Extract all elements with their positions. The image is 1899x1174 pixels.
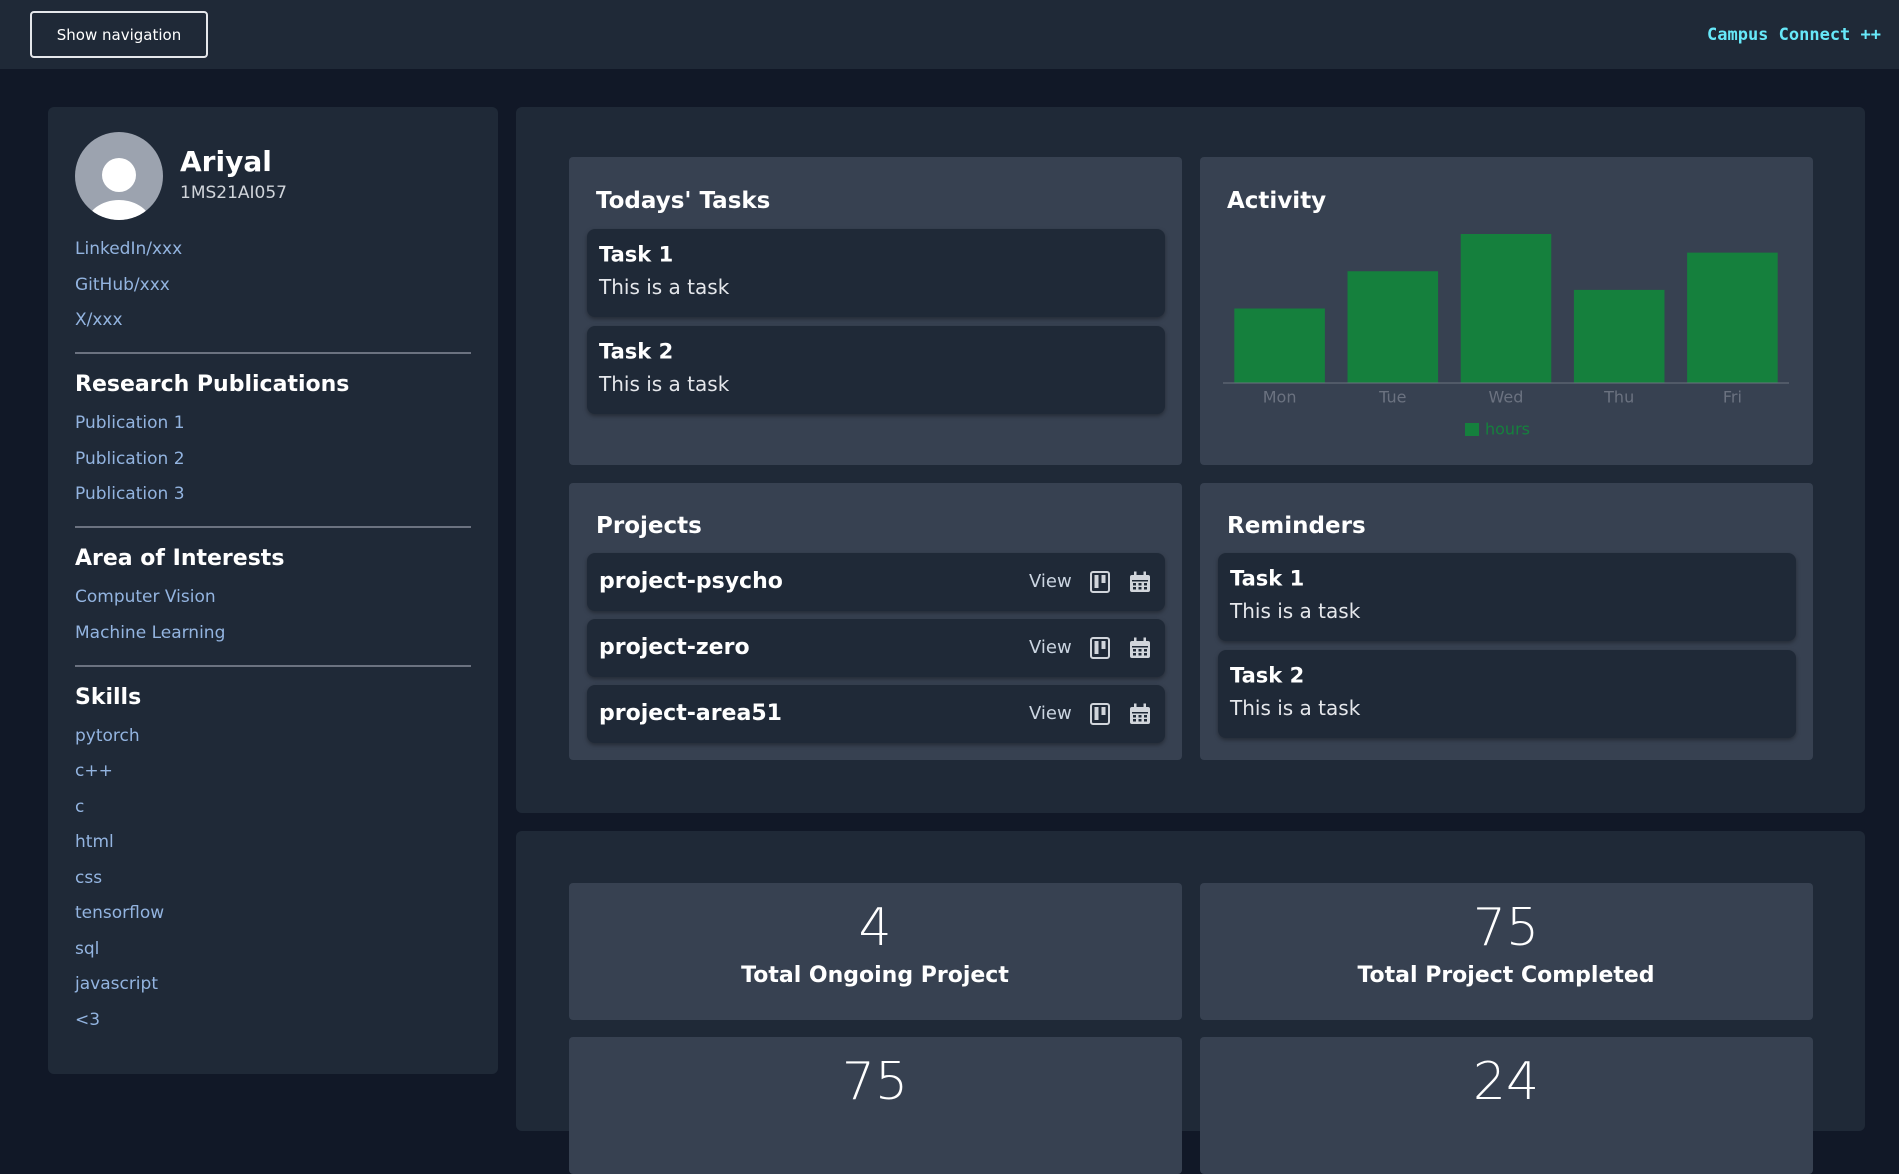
calendar-icon[interactable] (1129, 637, 1151, 659)
stat-value: 4 (858, 897, 892, 958)
stat-value: 75 (1472, 897, 1540, 958)
task-text: This is a task (599, 372, 730, 396)
divider (75, 526, 471, 528)
card-title: Todays' Tasks (596, 188, 771, 215)
task-item[interactable] (1218, 553, 1796, 641)
section-item[interactable]: css (75, 867, 103, 888)
section-item[interactable]: c (75, 796, 85, 817)
profile-name: Ariyal (180, 145, 272, 179)
project-name: project-psycho (599, 568, 783, 594)
section-title: Research Publications (75, 371, 350, 397)
stat-value: 24 (1472, 1051, 1540, 1112)
kanban-icon[interactable] (1090, 703, 1110, 725)
divider (75, 664, 471, 667)
stat-card (569, 883, 1182, 1020)
brand[interactable]: Campus Connect ++ (1707, 24, 1881, 45)
task-text: This is a task (1230, 599, 1361, 623)
show-navigation-button[interactable]: Show navigation (30, 11, 208, 58)
top-bar (0, 0, 1899, 69)
section-item[interactable]: c++ (75, 760, 113, 781)
section-title: Area of Interests (75, 545, 285, 571)
task-item[interactable] (587, 326, 1165, 414)
task-title: Task 2 (599, 339, 674, 364)
project-row (587, 619, 1165, 677)
section-item[interactable]: javascript (75, 973, 158, 994)
avatar (75, 132, 163, 220)
section-item[interactable]: Computer Vision (75, 586, 216, 607)
view-link[interactable]: View (1029, 637, 1072, 659)
profile-link[interactable]: X/xxx (75, 309, 123, 330)
card-title: Projects (596, 513, 702, 540)
card-title: Activity (1227, 188, 1327, 215)
card-title: Reminders (1227, 513, 1366, 540)
section-item[interactable]: Publication 3 (75, 483, 185, 504)
project-row (587, 553, 1165, 611)
profile-id: 1MS21AI057 (180, 182, 287, 203)
stat-label: Total Project Completed (1357, 962, 1655, 988)
task-title: Task 2 (1230, 663, 1305, 688)
section-item[interactable]: Publication 2 (75, 448, 185, 469)
project-name: project-zero (599, 634, 750, 660)
task-text: This is a task (599, 275, 730, 299)
section-item[interactable]: <3 (75, 1009, 101, 1030)
section-item[interactable]: Publication 1 (75, 412, 185, 433)
divider (75, 352, 471, 354)
profile-sidebar (48, 107, 498, 1074)
profile-link[interactable]: GitHub/xxx (75, 274, 170, 295)
calendar-icon[interactable] (1129, 571, 1151, 593)
kanban-icon[interactable] (1090, 571, 1110, 593)
view-link[interactable]: View (1029, 571, 1072, 593)
profile-link[interactable]: LinkedIn/xxx (75, 238, 183, 259)
task-text: This is a task (1230, 696, 1361, 720)
section-item[interactable]: Machine Learning (75, 622, 226, 643)
section-item[interactable]: tensorflow (75, 902, 165, 923)
stat-value: 75 (841, 1051, 909, 1112)
task-item[interactable] (587, 229, 1165, 317)
section-title: Skills (75, 684, 142, 710)
section-item[interactable]: html (75, 831, 114, 852)
kanban-icon[interactable] (1090, 637, 1110, 659)
task-title: Task 1 (1230, 566, 1305, 591)
task-item[interactable] (1218, 650, 1796, 738)
project-row (587, 685, 1165, 743)
section-item[interactable]: pytorch (75, 725, 140, 746)
calendar-icon[interactable] (1129, 703, 1151, 725)
stat-card (1200, 883, 1813, 1020)
task-title: Task 1 (599, 242, 674, 267)
section-item[interactable]: sql (75, 938, 100, 959)
stat-label: Total Ongoing Project (741, 962, 1009, 988)
view-link[interactable]: View (1029, 703, 1072, 725)
project-name: project-area51 (599, 700, 782, 726)
